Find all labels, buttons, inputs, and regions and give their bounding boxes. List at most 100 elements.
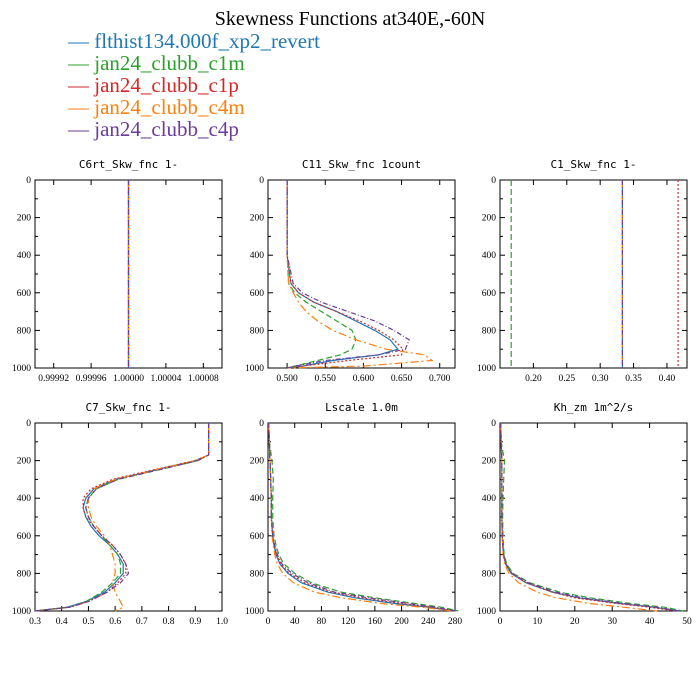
series-line xyxy=(286,180,399,369)
y-tick-label: 400 xyxy=(250,494,265,504)
y-tick-label: 200 xyxy=(250,457,265,467)
legend-label: jan24_clubb_c1p xyxy=(94,73,239,97)
legend-item: — flthist134.000f_xp2_revert xyxy=(68,30,320,52)
x-tick-label: 80 xyxy=(317,617,327,627)
panel-frame xyxy=(499,179,688,369)
y-tick-label: 1000 xyxy=(477,364,496,374)
series-line xyxy=(286,180,357,369)
y-tick-label: 0 xyxy=(259,419,264,429)
y-tick-label: 600 xyxy=(482,289,497,299)
y-tick-label: 600 xyxy=(250,289,265,299)
x-tick-label: 160 xyxy=(368,617,383,627)
legend-label: jan24_clubb_c4m xyxy=(94,95,245,119)
y-tick-label: 200 xyxy=(17,457,32,467)
y-tick-label: 800 xyxy=(250,569,265,579)
legend-label: jan24_clubb_c4p xyxy=(94,117,239,141)
legend-dash: — xyxy=(68,29,95,53)
y-tick-label: 200 xyxy=(250,214,265,224)
x-tick-label: 1.00004 xyxy=(150,374,181,384)
x-tick-label: 200 xyxy=(394,617,409,627)
legend-item: — jan24_clubb_c1m xyxy=(68,52,320,74)
legend: — flthist134.000f_xp2_revert — jan24_clu… xyxy=(68,30,320,140)
x-tick-label: 30 xyxy=(607,617,617,627)
legend-dash: — xyxy=(68,117,95,141)
x-tick-label: 50 xyxy=(682,617,692,627)
y-tick-label: 400 xyxy=(17,494,32,504)
y-tick-label: 0 xyxy=(491,419,496,429)
legend-dash: — xyxy=(68,51,95,75)
y-tick-label: 1000 xyxy=(477,607,496,617)
y-tick-label: 0 xyxy=(26,176,31,186)
panel-title: Kh_zm 1m^2/s xyxy=(554,401,633,414)
legend-item: — jan24_clubb_c4p xyxy=(68,118,320,140)
y-tick-label: 800 xyxy=(17,326,32,336)
x-tick-label: 280 xyxy=(448,617,463,627)
panel-title: C11_Skw_fnc 1count xyxy=(302,158,421,171)
series-line xyxy=(268,422,457,612)
x-tick-label: 0 xyxy=(266,617,271,627)
y-tick-label: 1000 xyxy=(12,364,31,374)
x-tick-label: 0.5 xyxy=(82,617,94,627)
y-tick-label: 400 xyxy=(250,251,265,261)
series-line xyxy=(500,422,684,612)
series-line xyxy=(34,423,210,612)
x-tick-label: 0.35 xyxy=(625,374,642,384)
y-tick-label: 400 xyxy=(17,251,32,261)
series-line xyxy=(500,422,658,612)
series-line xyxy=(268,422,452,612)
panel-frame xyxy=(34,422,223,612)
y-tick-label: 600 xyxy=(17,289,32,299)
x-tick-label: 120 xyxy=(341,617,356,627)
x-tick-label: 0 xyxy=(498,617,503,627)
panel-frame xyxy=(267,422,456,612)
y-tick-label: 800 xyxy=(250,326,265,336)
x-tick-label: 0.650 xyxy=(391,374,413,384)
y-tick-label: 1000 xyxy=(245,364,264,374)
series-line xyxy=(286,180,404,369)
series-line xyxy=(286,180,410,369)
x-tick-label: 0.99996 xyxy=(76,374,107,384)
y-tick-label: 600 xyxy=(482,532,497,542)
x-tick-label: 0.9 xyxy=(189,617,201,627)
x-tick-label: 1.00000 xyxy=(113,374,144,384)
x-tick-label: 10 xyxy=(533,617,543,627)
y-tick-label: 200 xyxy=(482,457,497,467)
series-line xyxy=(500,422,680,612)
y-tick-label: 1000 xyxy=(12,607,31,617)
figure-title: Skewness Functions at340E,-60N xyxy=(214,8,486,30)
legend-dash: — xyxy=(68,73,95,97)
panel-title: C6rt_Skw_fnc 1- xyxy=(79,158,178,171)
y-tick-label: 200 xyxy=(17,214,32,224)
x-tick-label: 0.40 xyxy=(659,374,676,384)
series-line xyxy=(286,180,434,369)
y-tick-label: 800 xyxy=(482,569,497,579)
panel-title: C1_Skw_fnc 1- xyxy=(550,158,636,171)
x-tick-label: 0.30 xyxy=(592,374,609,384)
y-tick-label: 0 xyxy=(26,419,31,429)
x-tick-label: 40 xyxy=(645,617,655,627)
legend-item: — jan24_clubb_c1p xyxy=(68,74,320,96)
x-tick-label: 0.99992 xyxy=(38,374,69,384)
x-tick-label: 0.7 xyxy=(136,617,148,627)
x-tick-label: 0.600 xyxy=(353,374,375,384)
y-tick-label: 200 xyxy=(482,214,497,224)
x-tick-label: 0.550 xyxy=(315,374,337,384)
x-tick-label: 40 xyxy=(290,617,300,627)
x-tick-label: 0.3 xyxy=(29,617,41,627)
x-tick-label: 20 xyxy=(570,617,580,627)
legend-label: jan24_clubb_c1m xyxy=(94,51,245,75)
series-line xyxy=(87,423,210,612)
series-line xyxy=(34,423,210,612)
x-tick-label: 240 xyxy=(421,617,436,627)
y-tick-label: 600 xyxy=(250,532,265,542)
panel-title: Lscale 1.0m xyxy=(325,401,398,414)
series-line xyxy=(268,422,459,612)
series-line xyxy=(500,422,676,612)
x-tick-label: 0.6 xyxy=(109,617,121,627)
series-line xyxy=(268,422,456,612)
series-line xyxy=(34,423,210,612)
x-tick-label: 0.500 xyxy=(276,374,298,384)
y-tick-label: 800 xyxy=(17,569,32,579)
y-tick-label: 400 xyxy=(482,494,497,504)
